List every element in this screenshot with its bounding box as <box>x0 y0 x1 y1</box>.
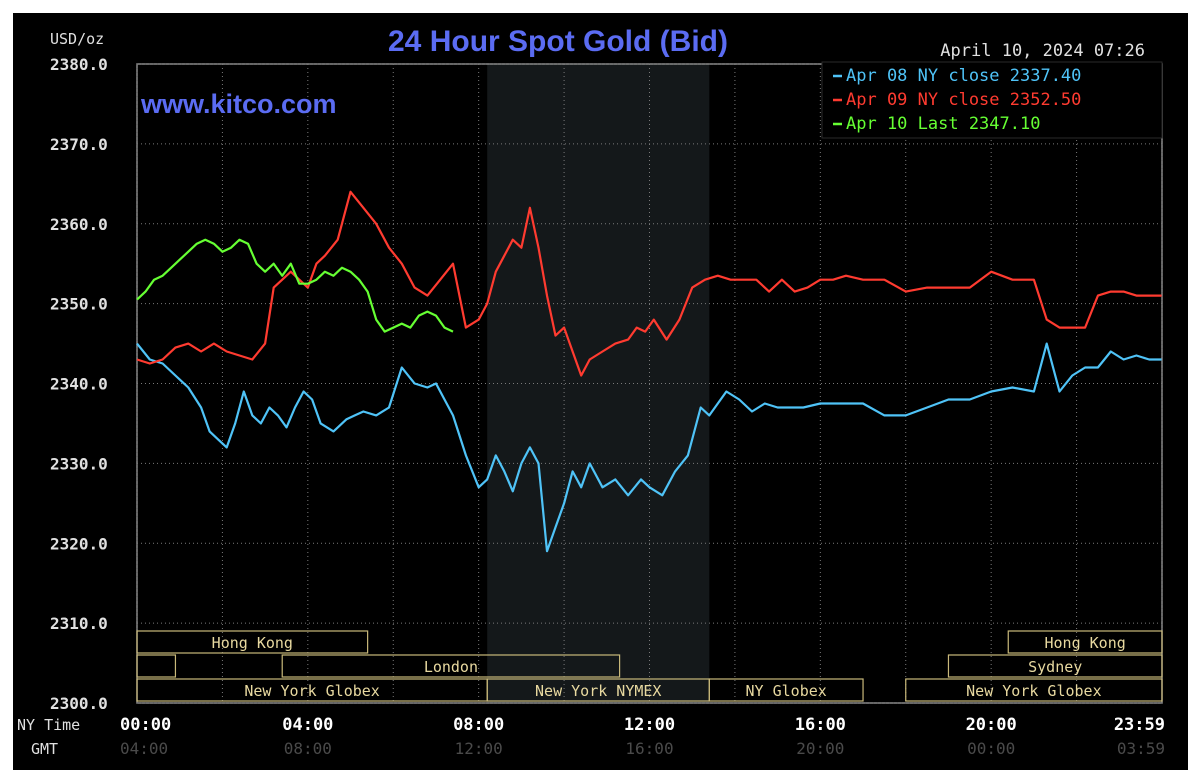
x-tick-label-gmt: 04:00 <box>120 739 168 758</box>
y-tick-label: 2380.0 <box>50 55 108 74</box>
market-session-bar: New York Globex <box>905 678 1163 702</box>
x-tick-label-gmt: 03:59 <box>1117 739 1165 758</box>
x-tick-label-ny: 08:00 <box>453 715 504 735</box>
x-tick-label-gmt: 16:00 <box>625 739 673 758</box>
x-tick-label-gmt: 00:00 <box>967 739 1015 758</box>
market-session-label: Hong Kong <box>212 634 293 652</box>
market-session-label: New York Globex <box>244 682 379 700</box>
y-tick-label: 2350.0 <box>50 295 108 314</box>
chart-frame: Hong Kong London New York Globex New York N… <box>13 13 1188 770</box>
legend-box <box>821 61 1163 139</box>
x-tick-label-ny: 20:00 <box>966 715 1017 735</box>
y-tick-label: 2330.0 <box>50 454 108 473</box>
gold-price-chart: Hong Kong London New York Globex New York N… <box>13 13 1188 770</box>
market-session-bar: Hong Kong <box>136 630 369 654</box>
y-tick-label: 2360.0 <box>50 215 108 234</box>
x-tick-label-ny: 16:00 <box>795 715 846 735</box>
legend: Apr 08 NY close 2337.40 Apr 09 NY close 2… <box>821 61 1163 139</box>
chart-title: 24 Hour Spot Gold (Bid) <box>388 25 728 58</box>
x-tick-label-gmt: 08:00 <box>284 739 332 758</box>
ny-time-row-label: NY Time <box>17 716 80 734</box>
market-session-label: Sydney <box>1028 658 1082 676</box>
market-session-label: New York NYMEX <box>535 682 661 700</box>
unit-label: USD/oz <box>50 30 104 48</box>
y-tick-label: 2310.0 <box>50 614 108 633</box>
y-tick-label: 2320.0 <box>50 534 108 553</box>
y-tick-label: 2300.0 <box>50 694 108 713</box>
market-session-label: Hong Kong <box>1044 634 1125 652</box>
series-line-0 <box>136 342 1162 553</box>
market-session-bar <box>136 654 177 678</box>
legend-entry: Apr 08 NY close 2337.40 <box>846 66 1081 86</box>
market-session-bar: NY Globex <box>708 678 864 702</box>
y-tick-label: 2370.0 <box>50 135 108 154</box>
nymex-shaded-region <box>487 64 710 703</box>
market-session-bar: Hong Kong <box>1007 630 1163 654</box>
series-line-2 <box>136 238 454 333</box>
x-tick-label-gmt: 20:00 <box>796 739 844 758</box>
x-tick-label-ny: 04:00 <box>282 715 333 735</box>
market-session-bar: London <box>281 654 621 678</box>
legend-entry: Apr 09 NY close 2352.50 <box>846 90 1081 110</box>
timestamp: April 10, 2024 07:26 <box>940 41 1145 61</box>
x-tick-label-ny: 00:00 <box>120 715 171 735</box>
market-session-bar: Sydney <box>947 654 1163 678</box>
watermark: www.kitco.com <box>140 89 337 119</box>
legend-entry: Apr 10 Last 2347.10 <box>846 114 1040 134</box>
market-session-label: NY Globex <box>746 682 827 700</box>
market-session-label: London <box>424 658 478 676</box>
market-session-label: New York Globex <box>966 682 1101 700</box>
x-tick-label-gmt: 12:00 <box>455 739 503 758</box>
y-tick-label: 2340.0 <box>50 375 108 394</box>
x-tick-label-ny: 23:59 <box>1114 715 1165 735</box>
x-tick-label-ny: 12:00 <box>624 715 675 735</box>
gmt-row-label: GMT <box>31 740 58 758</box>
